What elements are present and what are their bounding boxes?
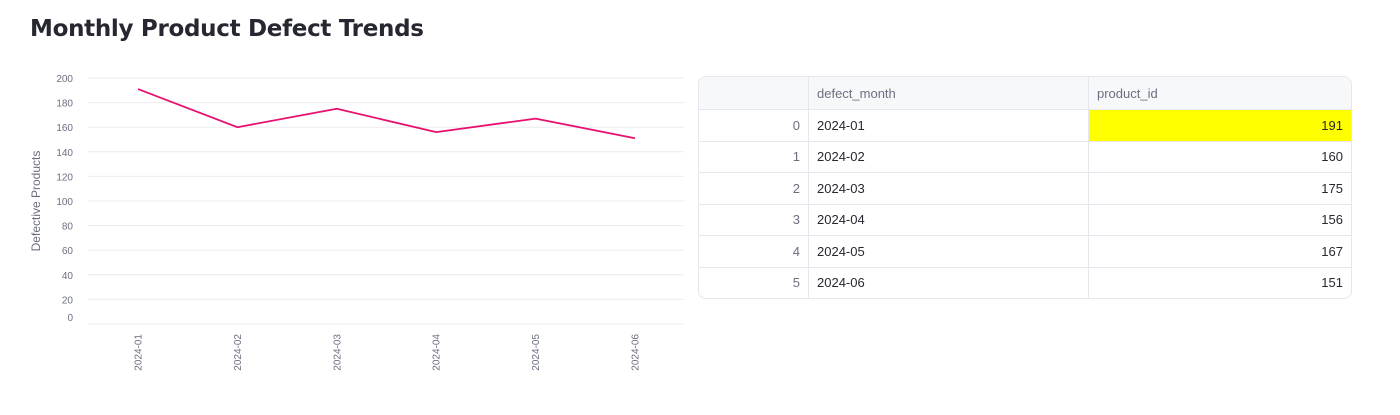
row-index: 2 [792, 180, 800, 196]
y-tick-label: 100 [56, 197, 73, 208]
x-tick-label: 2024-04 [432, 334, 443, 371]
product-id-cell[interactable]: 151 [1088, 267, 1351, 298]
y-tick-label: 20 [62, 295, 74, 306]
y-tick-label: 0 [67, 313, 73, 324]
data-point [534, 117, 538, 121]
defect-month-cell[interactable]: 2024-02 [808, 141, 1088, 172]
y-tick-label: 200 [56, 74, 73, 85]
data-point [633, 136, 637, 140]
defect-month-column-header[interactable]: defect_month [808, 77, 1088, 109]
product-id-column-header[interactable]: product_id [1088, 77, 1351, 109]
y-tick-label: 80 [62, 222, 74, 233]
row-index: 4 [792, 243, 800, 259]
row-index: 1 [792, 149, 800, 165]
data-point [434, 130, 438, 134]
table-row[interactable]: 4 2024-05 167 [699, 235, 1351, 267]
product-id-cell[interactable]: 175 [1088, 173, 1351, 204]
row-index: 3 [792, 212, 800, 228]
line-chart-svg: Defective Products 0 20 40 60 80 100 120 140 160… [29, 74, 684, 371]
x-tick-label: 2024-03 [332, 334, 343, 371]
table-row[interactable]: 3 2024-04 156 [699, 203, 1351, 235]
y-tick-label: 140 [56, 148, 73, 159]
table-header-row: defect_month product_id [699, 77, 1351, 109]
product-id-cell[interactable]: 167 [1088, 236, 1351, 267]
y-tick-label: 160 [56, 123, 73, 134]
index-column-header[interactable] [699, 77, 808, 109]
y-tick-label: 180 [56, 99, 73, 110]
defect-month-cell[interactable]: 2024-01 [808, 110, 1088, 141]
product-id-cell[interactable]: 156 [1088, 204, 1351, 235]
y-tick-label: 40 [62, 271, 74, 282]
y-tick-label: 60 [62, 246, 74, 257]
data-point [136, 87, 140, 91]
product-id-cell-highlighted[interactable]: 191 [1088, 110, 1351, 141]
y-tick-label: 120 [56, 172, 73, 183]
row-index: 5 [792, 275, 800, 291]
defect-month-cell[interactable]: 2024-04 [808, 204, 1088, 235]
x-tick-label: 2024-02 [233, 334, 244, 371]
data-point [235, 125, 239, 129]
x-tick-label: 2024-05 [531, 334, 542, 371]
defect-month-cell[interactable]: 2024-05 [808, 236, 1088, 267]
table-row[interactable]: 1 2024-02 160 [699, 140, 1351, 172]
line-chart: Defective Products 0 20 40 60 80 100 120 140 160… [0, 60, 700, 415]
table-row[interactable]: 0 2024-01 191 [699, 109, 1351, 141]
defect-month-cell[interactable]: 2024-03 [808, 173, 1088, 204]
y-axis-title: Defective Products [29, 151, 43, 252]
table-row[interactable]: 2 2024-03 175 [699, 172, 1351, 204]
row-index: 0 [792, 117, 800, 133]
data-table: defect_month product_id 0 2024-01 191 1 … [698, 76, 1352, 299]
page-title: Monthly Product Defect Trends [30, 16, 424, 42]
x-tick-label: 2024-01 [134, 334, 145, 371]
product-id-cell[interactable]: 160 [1088, 141, 1351, 172]
series-line [137, 88, 636, 140]
table-row[interactable]: 5 2024-06 151 [699, 266, 1351, 298]
defect-month-cell[interactable]: 2024-06 [808, 267, 1088, 298]
data-point [335, 107, 339, 111]
x-tick-label: 2024-06 [631, 334, 642, 371]
